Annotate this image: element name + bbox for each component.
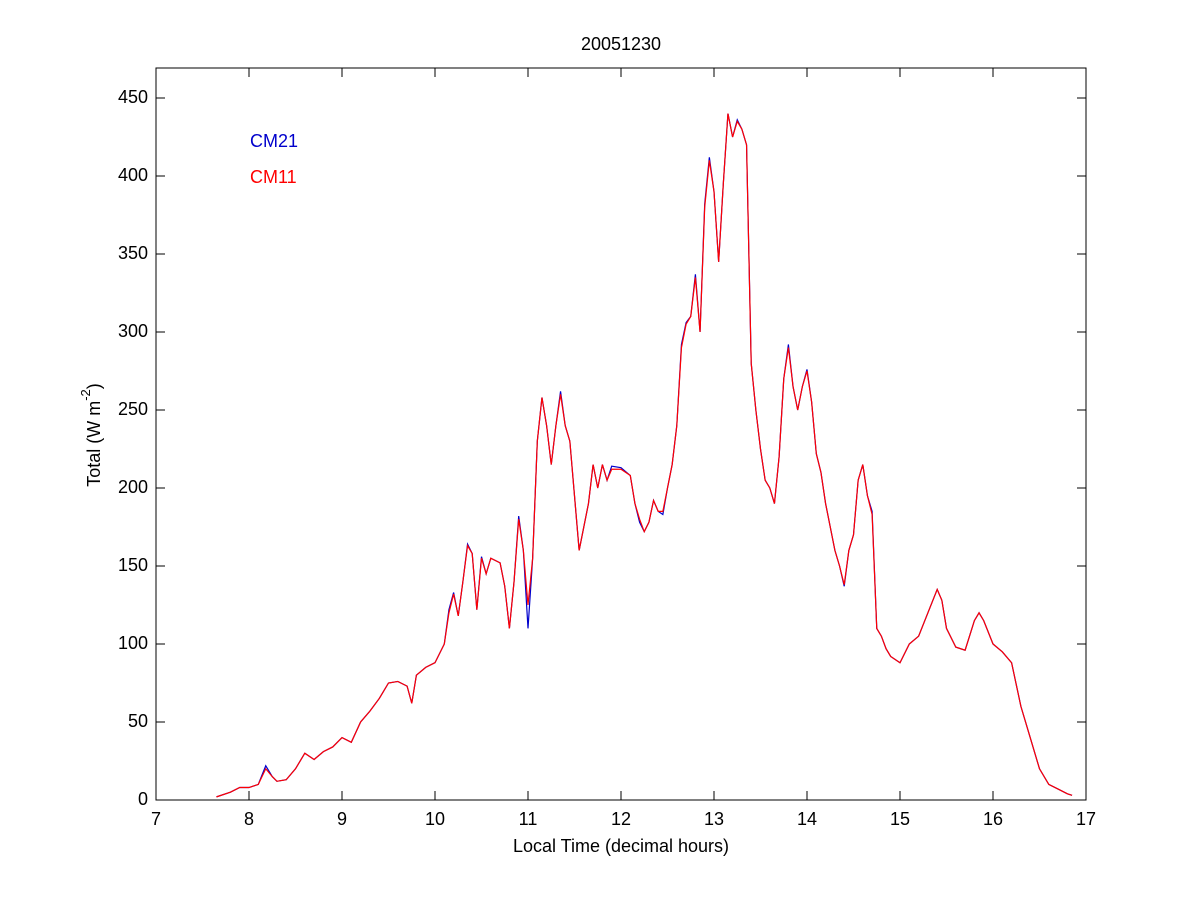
x-tick-label: 17 xyxy=(1076,809,1096,829)
y-tick-label: 450 xyxy=(118,87,148,107)
x-tick-label: 10 xyxy=(425,809,445,829)
x-tick-label: 16 xyxy=(983,809,1003,829)
y-tick-label: 150 xyxy=(118,555,148,575)
y-tick-label: 250 xyxy=(118,399,148,419)
y-tick-label: 100 xyxy=(118,633,148,653)
y-axis-label: Total (W m-2) xyxy=(78,383,103,487)
data-line xyxy=(216,113,1073,798)
x-tick-label: 15 xyxy=(890,809,910,829)
legend-entry: CM21 xyxy=(250,131,298,151)
x-axis-label: Local Time (decimal hours) xyxy=(513,836,729,856)
y-tick-label: 0 xyxy=(138,789,148,809)
x-tick-label: 13 xyxy=(704,809,724,829)
y-tick-label: 200 xyxy=(118,477,148,497)
y-axis-label-text: Total (W m xyxy=(84,401,104,487)
y-axis-label-exponent: -2 xyxy=(78,389,93,401)
y-tick-label: 50 xyxy=(128,711,148,731)
x-tick-label: 12 xyxy=(611,809,631,829)
y-tick-label: 350 xyxy=(118,243,148,263)
x-tick-label: 7 xyxy=(151,809,161,829)
y-axis-label-end: ) xyxy=(84,383,104,389)
x-tick-label: 14 xyxy=(797,809,817,829)
x-tick-label: 8 xyxy=(244,809,254,829)
legend-entry: CM11 xyxy=(250,167,297,187)
y-tick-label: 400 xyxy=(118,165,148,185)
x-tick-label: 11 xyxy=(519,809,538,829)
x-tick-label: 9 xyxy=(337,809,347,829)
y-tick-label: 300 xyxy=(118,321,148,341)
chart-title: 20051230 xyxy=(581,34,661,54)
